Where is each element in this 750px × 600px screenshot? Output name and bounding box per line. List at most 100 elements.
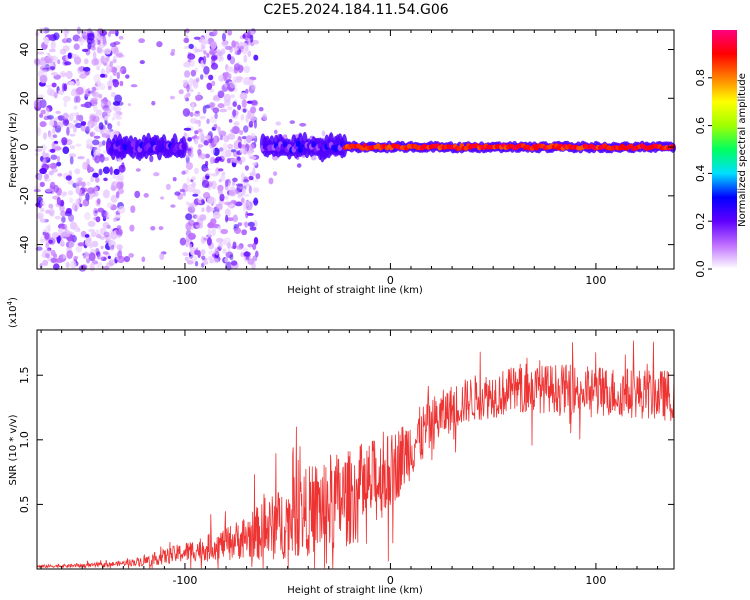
noise-blob <box>109 75 113 82</box>
noise-blob <box>194 261 199 267</box>
noise-blob <box>289 120 295 124</box>
noise-blob <box>64 61 72 66</box>
noise-blob <box>194 249 199 255</box>
noise-blob <box>105 108 112 114</box>
noise-blob <box>75 143 82 147</box>
noise-blob <box>239 92 248 100</box>
noise-blob <box>68 113 74 121</box>
noise-blob <box>93 135 101 139</box>
noise-blob <box>117 188 125 195</box>
noise-blob <box>212 107 220 114</box>
noise-blob <box>210 62 219 70</box>
colorbar-tick-label: 0.0 <box>694 260 707 278</box>
noise-blob <box>262 113 267 121</box>
noise-blob <box>109 42 117 47</box>
noise-blob <box>235 187 241 195</box>
noise-blob <box>100 100 109 109</box>
noise-blob <box>246 212 254 216</box>
noise-blob <box>123 256 130 263</box>
x-tick-label: 0 <box>387 574 394 587</box>
noise-blob <box>186 201 190 205</box>
noise-blob <box>45 242 50 249</box>
noise-blob <box>98 83 106 91</box>
noise-blob <box>202 55 207 65</box>
noise-blob <box>54 215 61 220</box>
noise-blob <box>47 114 54 120</box>
noise-blob <box>188 232 196 240</box>
noise-blob <box>79 73 87 79</box>
noise-blob <box>53 74 61 80</box>
noise-blob <box>95 229 100 236</box>
noise-blob <box>183 37 190 44</box>
noise-blob <box>67 180 75 185</box>
noise-blob <box>234 227 242 234</box>
ridge-core <box>282 141 288 148</box>
noise-blob <box>194 110 200 114</box>
noise-blob <box>241 229 248 236</box>
noise-blob <box>89 131 96 137</box>
noise-blob <box>77 242 85 247</box>
noise-blob <box>201 207 205 212</box>
noise-blob <box>77 37 86 43</box>
noise-blob <box>249 31 256 35</box>
x-tick-label: -100 <box>172 574 197 587</box>
noise-blob <box>36 101 42 108</box>
noise-blob <box>211 54 218 60</box>
noise-blob <box>110 231 118 240</box>
noise-blob <box>232 109 237 118</box>
noise-blob <box>188 43 194 50</box>
noise-blob <box>225 214 229 223</box>
noise-blob <box>245 114 249 123</box>
noise-blob <box>189 255 198 262</box>
noise-blob <box>243 125 249 133</box>
noise-blob <box>224 257 229 263</box>
noise-blob <box>65 207 72 214</box>
colorbar-tick-label: 0.2 <box>694 212 707 230</box>
noise-blob <box>189 111 194 117</box>
noise-blob <box>217 187 223 195</box>
noise-blob <box>128 253 134 258</box>
noise-blob <box>88 252 96 262</box>
noise-blob <box>59 70 67 78</box>
noise-blob <box>235 76 244 81</box>
noise-blob <box>186 92 191 97</box>
noise-blob <box>85 138 94 147</box>
y-tick-label: 0.5 <box>18 496 31 514</box>
noise-blob <box>182 252 189 257</box>
noise-blob <box>116 71 121 80</box>
noise-blob <box>94 177 100 183</box>
noise-blob <box>184 133 190 139</box>
noise-blob <box>50 257 57 264</box>
noise-blob <box>197 143 202 149</box>
noise-blob <box>98 122 104 130</box>
snr-frame <box>36 329 675 570</box>
noise-blob <box>227 29 233 36</box>
noise-blob <box>241 99 247 108</box>
noise-blob <box>216 50 223 57</box>
noise-blob <box>228 189 237 197</box>
noise-blob <box>243 54 248 63</box>
noise-blob <box>73 256 79 260</box>
noise-blob <box>84 58 89 65</box>
noise-blob <box>230 94 235 99</box>
noise-blob <box>67 190 74 196</box>
noise-blob <box>75 81 81 87</box>
noise-blob <box>203 50 207 55</box>
noise-blob <box>75 122 83 129</box>
noise-blob <box>98 255 104 261</box>
snr-x-label: Height of straight line (km) <box>287 585 423 596</box>
noise-blob <box>182 108 191 117</box>
noise-blob <box>222 248 227 254</box>
noise-blob <box>232 101 237 107</box>
noise-blob <box>58 228 64 234</box>
noise-blob <box>103 231 110 238</box>
noise-blob <box>51 232 60 238</box>
noise-blob <box>202 167 210 171</box>
noise-blob <box>171 48 176 53</box>
noise-blob <box>86 181 91 186</box>
noise-blob <box>75 198 80 203</box>
noise-blob <box>59 240 65 246</box>
noise-blob <box>138 38 146 44</box>
noise-blob <box>82 199 89 207</box>
noise-blob <box>45 225 50 234</box>
